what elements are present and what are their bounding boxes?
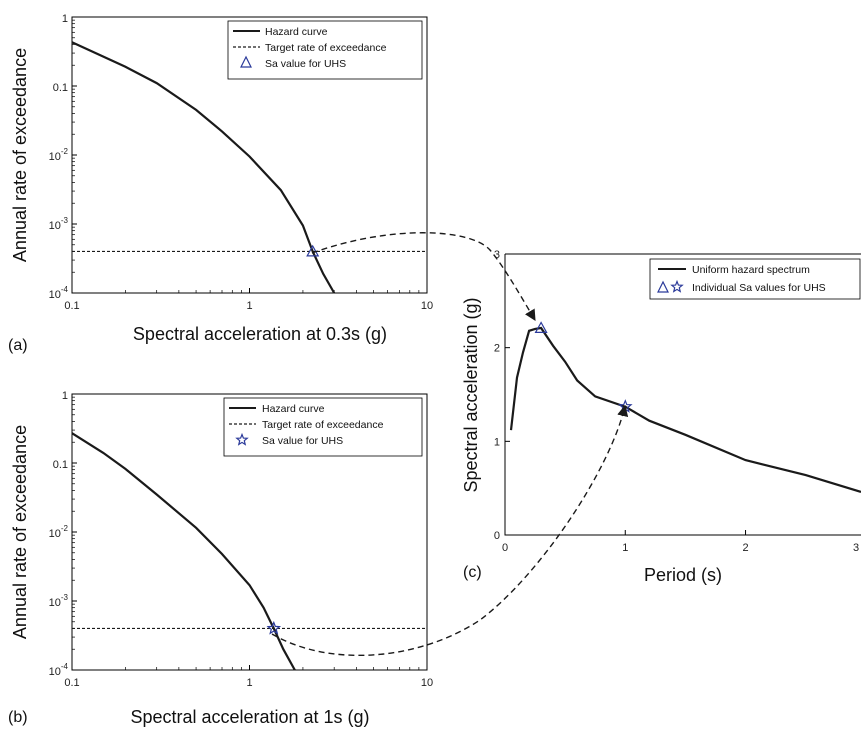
x-tick-label: 3: [853, 542, 859, 554]
panel-a: 0.1 1 10 10-4 10-3 10-2 0.1 1 Hazard curve Targ…: [8, 13, 433, 354]
x-tick-label: 1: [246, 677, 252, 689]
y-tick-label: 0.1: [53, 459, 68, 471]
y-tick-label: 10-3: [49, 593, 69, 609]
panel-b-xlabel: Spectral acceleration at 1s (g): [130, 707, 369, 727]
x-tick-label: 10: [421, 300, 433, 312]
y-tick-label: 10-4: [49, 285, 69, 301]
legend-star-icon: [670, 279, 684, 293]
legend-target-label: Target rate of exceedance: [265, 42, 387, 54]
panel-c-legend: Uniform hazard spectrum Individual Sa va…: [649, 258, 861, 300]
panel-a-hazard-curve: [71, 41, 336, 294]
legend-sa-label: Sa value for UHS: [265, 58, 346, 70]
y-tick-label: 1: [494, 436, 500, 448]
x-tick-label: 10: [421, 677, 433, 689]
panel-a-legend-box: [227, 20, 423, 80]
x-tick-label: 0: [502, 542, 508, 554]
legend-hazard-label: Hazard curve: [262, 403, 325, 415]
arrow-a-to-c: [311, 232, 536, 321]
legend-target-label: Target rate of exceedance: [262, 419, 384, 431]
panel-b-ylabel: Annual rate of exceedance: [10, 425, 30, 639]
panel-c-uhs-curve: [509, 326, 861, 493]
legend-hazard-label: Hazard curve: [265, 26, 328, 38]
panel-c-triangle-marker: [534, 321, 548, 333]
panel-c-legend-box: [649, 258, 861, 300]
x-tick-label: 1: [246, 300, 252, 312]
x-tick-label: 2: [742, 542, 748, 554]
y-tick-label: 10-3: [49, 216, 69, 232]
y-tick-label: 2: [494, 343, 500, 355]
panel-b-legend: Hazard curve Target rate of exceedance S…: [223, 397, 423, 457]
y-tick-label: 3: [494, 249, 500, 261]
legend-triangle-icon: [657, 280, 669, 293]
x-tick-label: 0.1: [64, 300, 79, 312]
panel-b-ticks: 0.1 1 10 10-4 10-3 10-2 0.1 1: [49, 390, 434, 689]
y-tick-label: 10-2: [49, 524, 69, 540]
panel-c-label: (c): [463, 564, 482, 581]
panel-a-xlabel: Spectral acceleration at 0.3s (g): [133, 324, 387, 344]
x-tick-label: 0.1: [64, 677, 79, 689]
x-tick-label: 1: [622, 542, 628, 554]
legend-sa-label: Sa value for UHS: [262, 435, 343, 447]
panel-a-ylabel: Annual rate of exceedance: [10, 48, 30, 262]
panel-b-label: (b): [8, 709, 28, 726]
panel-a-legend: Hazard curve Target rate of exceedance S…: [227, 20, 423, 80]
y-tick-label: 0: [494, 530, 500, 542]
panel-c-xlabel: Period (s): [644, 565, 722, 585]
legend-star-icon: [235, 432, 249, 446]
legend-individual-label: Individual Sa values for UHS: [692, 282, 826, 294]
panel-a-triangle-marker: [306, 244, 320, 257]
panel-b-star-marker: [266, 620, 282, 635]
panel-c-ylabel: Spectral acceleration (g): [461, 297, 481, 492]
legend-triangle-icon: [240, 55, 252, 68]
panel-c-ticks: 0 1 2 3 0 1 2 3: [494, 249, 859, 554]
panel-a-ticks: 0.1 1 10 10-4 10-3 10-2 0.1 1: [49, 13, 434, 312]
panel-a-label: (a): [8, 337, 28, 354]
y-tick-label: 0.1: [53, 82, 68, 94]
panel-b-legend-box: [223, 397, 423, 457]
panel-c: 0 1 2 3 0 1 2 3 Uniform hazard spectrum Individ…: [461, 249, 861, 585]
y-tick-label: 10-2: [49, 147, 69, 163]
panel-b: 0.1 1 10 10-4 10-3 10-2 0.1 1 Hazard curve Targ…: [8, 390, 433, 727]
legend-uhs-label: Uniform hazard spectrum: [692, 264, 810, 276]
panel-b-hazard-curve: [71, 432, 296, 671]
y-tick-label: 10-4: [49, 662, 69, 678]
y-tick-label: 1: [62, 13, 68, 25]
y-tick-label: 1: [62, 390, 68, 402]
